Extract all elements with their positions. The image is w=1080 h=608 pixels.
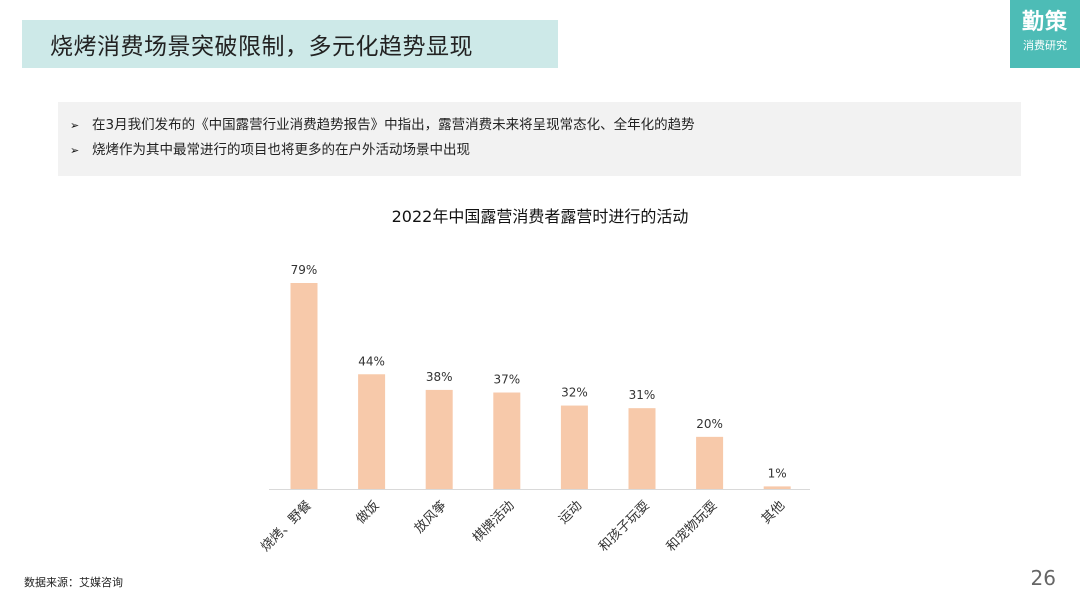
- page-number: 26: [1030, 566, 1056, 590]
- data-label: 44%: [358, 354, 385, 368]
- logo-main-text: 勤策: [1021, 9, 1068, 35]
- bar: [560, 405, 588, 489]
- data-label: 79%: [291, 263, 318, 277]
- page-title: 烧烤消费场景突破限制，多元化趋势显现: [50, 34, 473, 60]
- data-label: 1%: [768, 466, 787, 480]
- category-tick-label: 运动: [556, 498, 585, 527]
- bar: [290, 283, 318, 489]
- logo-sub-text: 消费研究: [1023, 39, 1067, 52]
- data-label: 20%: [696, 417, 723, 431]
- bar: [763, 486, 791, 489]
- bar: [628, 408, 656, 489]
- category-tick-label: 烧烤、野餐: [258, 498, 315, 555]
- bullet-text: 在3月我们发布的《中国露营行业消费趋势报告》中指出，露营消费未来将呈现常态化、全…: [92, 117, 695, 133]
- category-tick-label: 放风筝: [411, 498, 450, 537]
- bars-layer: 79% 烧烤、野餐 44% 做饭 38% 放风筝 37% 棋牌活动 32% 运动 31% 和孩子玩耍 2…: [258, 263, 810, 555]
- data-source: 数据来源：艾媒咨询: [24, 576, 123, 589]
- category-tick-label: 棋牌活动: [470, 498, 518, 546]
- data-label: 37%: [493, 373, 520, 387]
- title-banner: 烧烤消费场景突破限制，多元化趋势显现: [22, 20, 558, 68]
- category-tick-label: 和孩子玩耍: [596, 498, 653, 555]
- bullet-item: ➢ 烧烤作为其中最常进行的项目也将更多的在户外活动场景中出现: [70, 142, 1021, 159]
- bar: [358, 374, 386, 489]
- bar: [425, 389, 453, 489]
- chart-title: 2022年中国露营消费者露营时进行的活动: [392, 207, 689, 226]
- bullet-item: ➢ 在3月我们发布的《中国露营行业消费趋势报告》中指出，露营消费未来将呈现常态化…: [70, 117, 1021, 134]
- bar: [493, 392, 521, 489]
- category-tick-label: 做饭: [353, 498, 382, 527]
- data-label: 38%: [426, 370, 453, 384]
- data-label: 31%: [629, 388, 656, 402]
- category-tick-label: 其他: [759, 498, 788, 527]
- category-tick-label: 和宠物玩耍: [663, 498, 720, 555]
- brand-logo: 勤策 消费研究: [1010, 0, 1080, 68]
- arrow-bullet-icon: ➢: [70, 119, 80, 132]
- arrow-bullet-icon: ➢: [70, 144, 80, 157]
- data-label: 32%: [561, 386, 588, 400]
- summary-box: ➢ 在3月我们发布的《中国露营行业消费趋势报告》中指出，露营消费未来将呈现常态化…: [58, 102, 1021, 176]
- bullet-text: 烧烤作为其中最常进行的项目也将更多的在户外活动场景中出现: [92, 142, 470, 158]
- bar: [696, 436, 724, 489]
